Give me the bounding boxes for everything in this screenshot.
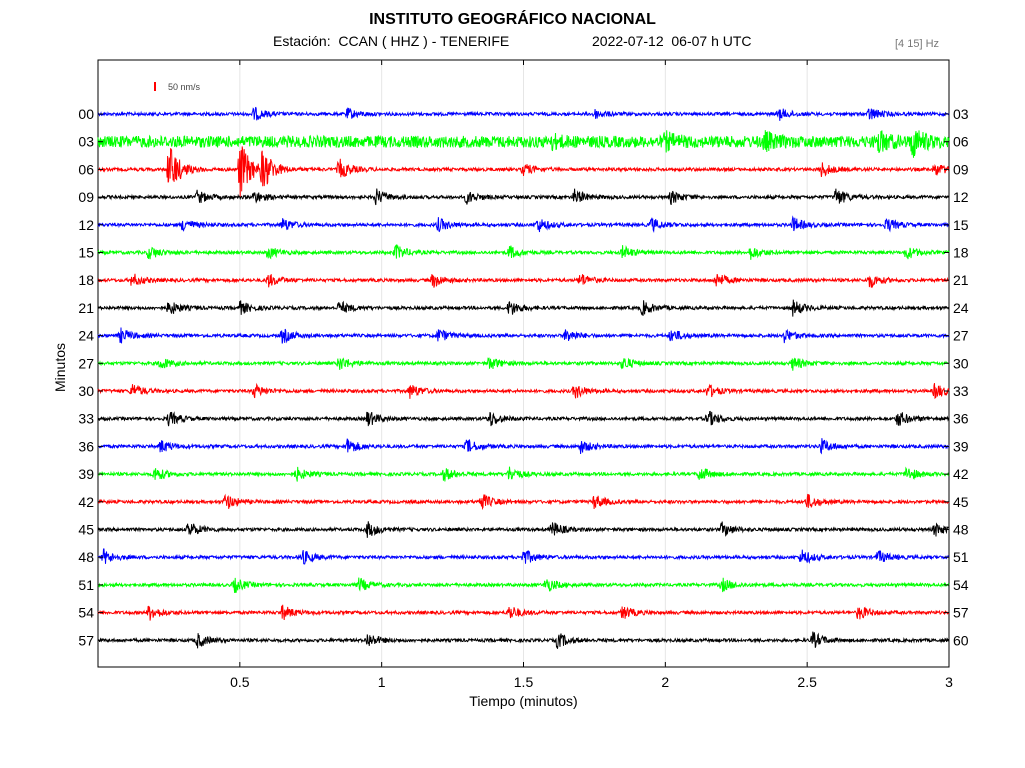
trace-line-03 — [97, 130, 950, 158]
y-axis: 00 03 03 06 06 09 09 12 12 15 15 18 18 21 21 24 24 27 27 30… — [78, 106, 968, 648]
y-tick-label-left: 27 — [78, 355, 94, 371]
trace-line-39 — [98, 466, 950, 482]
y-tick-label-right: 27 — [953, 328, 969, 344]
y-tick-label-right: 51 — [953, 549, 969, 565]
y-tick-label-left: 57 — [78, 632, 94, 648]
y-tick-label-right: 06 — [953, 134, 969, 150]
filter-band-label: [4 15] Hz — [895, 38, 940, 50]
y-tick-label-left: 12 — [78, 217, 94, 233]
x-tick-label: 1 — [378, 674, 386, 690]
x-axis-label: Tiempo (minutos) — [469, 693, 578, 709]
x-tick-label: 2.5 — [797, 674, 817, 690]
trace-line-18 — [97, 273, 950, 289]
trace-line-33 — [97, 410, 950, 427]
y-tick-label-left: 21 — [78, 300, 94, 316]
y-tick-label-left: 00 — [78, 106, 94, 122]
y-tick-label-right: 54 — [953, 577, 969, 593]
y-tick-label-right: 12 — [953, 189, 969, 205]
x-tick-label: 1.5 — [514, 674, 534, 690]
y-tick-label-right: 24 — [953, 300, 969, 316]
y-tick-label-right: 57 — [953, 605, 969, 621]
y-tick-label-left: 33 — [78, 411, 94, 427]
y-tick-label-right: 03 — [953, 106, 969, 122]
y-tick-label-left: 39 — [78, 466, 94, 482]
x-axis: 0.5 1 1.5 2 2.5 3 — [230, 60, 953, 690]
trace-line-45 — [97, 521, 950, 538]
y-tick-label-left: 54 — [78, 605, 94, 621]
chart-title: INSTITUTO GEOGRÁFICO NACIONAL — [369, 11, 656, 28]
y-tick-label-right: 30 — [953, 355, 969, 371]
y-tick-label-left: 06 — [78, 161, 94, 177]
y-tick-label-left: 36 — [78, 438, 94, 454]
trace-line-00 — [97, 106, 950, 121]
scale-bar-label: 50 nm/s — [168, 82, 201, 92]
trace-line-30 — [97, 382, 950, 400]
x-tick-label: 2 — [661, 674, 669, 690]
trace-line-48 — [97, 548, 950, 565]
y-tick-label-left: 30 — [78, 383, 94, 399]
trace-line-15 — [97, 244, 950, 260]
y-tick-label-right: 42 — [953, 466, 969, 482]
trace-line-57 — [97, 631, 950, 649]
trace-line-54 — [97, 604, 950, 621]
traces-group — [97, 106, 950, 649]
y-tick-label-left: 03 — [78, 134, 94, 150]
y-axis-label: Minutos — [52, 342, 68, 392]
trace-line-24 — [97, 327, 950, 344]
x-tick-label: 3 — [945, 674, 953, 690]
x-tick-label: 0.5 — [230, 674, 250, 690]
trace-line-06 — [98, 146, 950, 198]
y-tick-label-right: 60 — [953, 632, 969, 648]
y-tick-label-right: 45 — [953, 494, 969, 510]
y-tick-label-right: 39 — [953, 438, 969, 454]
scale-bar: 50 nm/s — [154, 82, 201, 92]
y-tick-label-left: 42 — [78, 494, 94, 510]
y-tick-label-left: 48 — [78, 549, 94, 565]
datetime-label: 2022-07-12 06-07 h UTC — [592, 33, 752, 49]
y-tick-label-left: 24 — [78, 328, 94, 344]
y-tick-label-right: 21 — [953, 272, 969, 288]
y-tick-label-right: 36 — [953, 411, 969, 427]
station-label: Estación: CCAN ( HHZ ) - TENERIFE — [273, 33, 510, 49]
y-tick-label-right: 15 — [953, 217, 969, 233]
y-tick-label-right: 18 — [953, 245, 969, 261]
trace-line-42 — [97, 493, 950, 511]
y-tick-label-left: 45 — [78, 522, 94, 538]
y-tick-label-left: 09 — [78, 189, 94, 205]
y-tick-label-right: 09 — [953, 161, 969, 177]
trace-line-27 — [97, 357, 950, 371]
y-tick-label-left: 18 — [78, 272, 94, 288]
y-tick-label-left: 51 — [78, 577, 94, 593]
trace-line-51 — [97, 577, 950, 594]
y-tick-label-right: 33 — [953, 383, 969, 399]
trace-line-09 — [97, 188, 950, 206]
y-tick-label-left: 15 — [78, 245, 94, 261]
y-tick-label-right: 48 — [953, 522, 969, 538]
trace-line-21 — [97, 299, 950, 317]
trace-line-12 — [97, 215, 950, 234]
trace-line-36 — [97, 438, 950, 455]
